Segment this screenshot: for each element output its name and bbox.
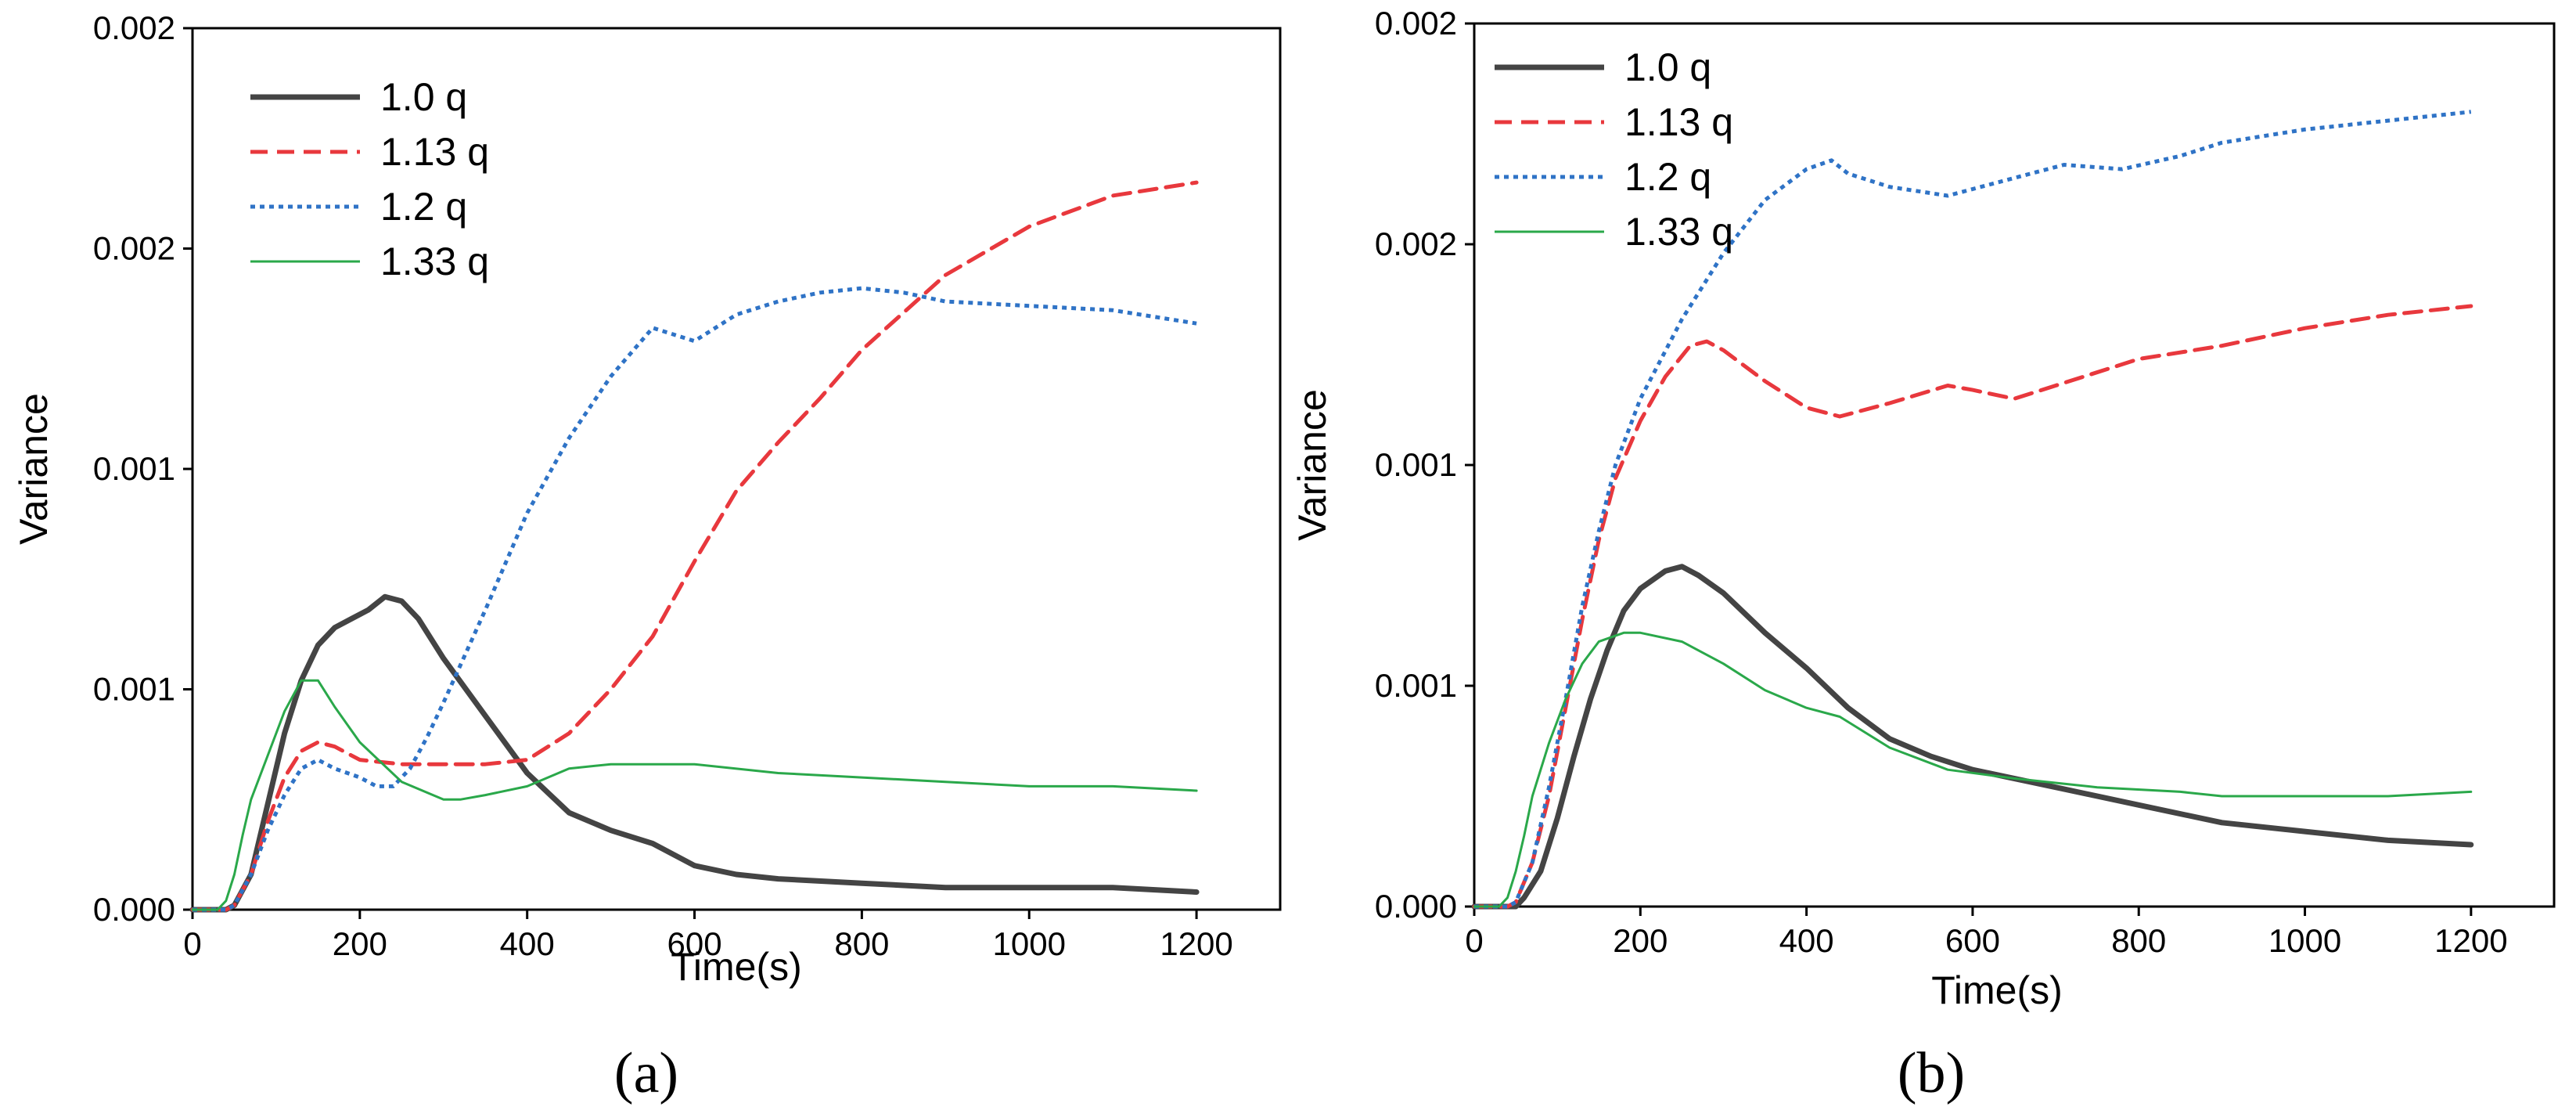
x-tick-label: 400: [1779, 922, 1834, 959]
x-tick-label: 600: [667, 925, 721, 962]
y-axis-title: Variance: [1290, 389, 1334, 541]
y-tick-label: 0.001: [1375, 446, 1457, 483]
y-tick-label: 0.000: [93, 891, 175, 928]
x-tick-label: 0: [183, 925, 201, 962]
y-axis-title: Variance: [12, 393, 56, 545]
series-line-1-13-q: [1472, 304, 2473, 909]
y-tick-label: 0.002: [93, 9, 175, 46]
panel-caption: (b): [1898, 1041, 1965, 1105]
legend: 1.0 q 1.13 q 1.2 q 1.33 q: [250, 75, 489, 283]
y-tick-label: 0.002: [1375, 225, 1457, 262]
series-line-1-2-q: [192, 286, 1197, 912]
legend-label: 1.33 q: [1624, 210, 1733, 254]
series-line-1-33-q: [1473, 631, 2473, 908]
series-line-1-0-q: [1471, 564, 2474, 910]
x-tick-label: 800: [2111, 922, 2166, 959]
x-tick-label: 200: [333, 925, 387, 962]
y-tick-label: 0.000: [1375, 888, 1457, 925]
x-axis-title: Time(s): [1931, 968, 2063, 1012]
series-layer: [189, 180, 1200, 913]
panel-caption: (a): [614, 1041, 678, 1105]
x-tick-label: 1200: [2434, 922, 2507, 959]
axis-ticks: 0 200 400 600 800 1000 1200 0.000 0.001 0.001 0.00…: [1375, 5, 2508, 959]
x-tick-label: 1000: [2268, 922, 2341, 959]
y-tick-label: 0.001: [93, 671, 175, 708]
x-tick-label: 600: [1945, 922, 2000, 959]
legend-label: 1.13 q: [1624, 100, 1733, 144]
x-tick-label: 400: [500, 925, 555, 962]
chart-panel-a: 0 200 400 600 800 1000 1200 0.000 0.001 0.001 0.00…: [12, 9, 1282, 1105]
x-tick-label: 0: [1465, 922, 1483, 959]
legend-label: 1.0 q: [1624, 45, 1711, 89]
chart-panel-b: 0 200 400 600 800 1000 1200 0.000 0.001 0.001 0.00…: [1290, 5, 2556, 1105]
x-tick-label: 800: [834, 925, 889, 962]
axis-ticks: 0 200 400 600 800 1000 1200 0.000 0.001 0.001 0.00…: [93, 9, 1233, 962]
legend-label: 1.2 q: [1624, 155, 1711, 199]
x-tick-label: 200: [1613, 922, 1668, 959]
legend-label: 1.33 q: [380, 240, 489, 283]
x-tick-label: 1000: [993, 925, 1066, 962]
legend-label: 1.2 q: [380, 185, 467, 229]
y-tick-label: 0.002: [1375, 5, 1457, 41]
x-tick-label: 1200: [1160, 925, 1232, 962]
y-tick-label: 0.001: [1375, 667, 1457, 704]
series-line-1-13-q: [190, 180, 1199, 912]
y-tick-label: 0.002: [93, 230, 175, 267]
legend: 1.0 q 1.13 q 1.2 q 1.33 q: [1495, 45, 1733, 254]
x-axis-title: Time(s): [671, 945, 802, 989]
y-tick-label: 0.001: [93, 450, 175, 487]
series-line-1-33-q: [191, 679, 1198, 911]
series-line-1-0-q: [189, 593, 1200, 913]
legend-label: 1.0 q: [380, 75, 467, 119]
series-layer: [1471, 110, 2474, 910]
legend-label: 1.13 q: [380, 130, 489, 174]
